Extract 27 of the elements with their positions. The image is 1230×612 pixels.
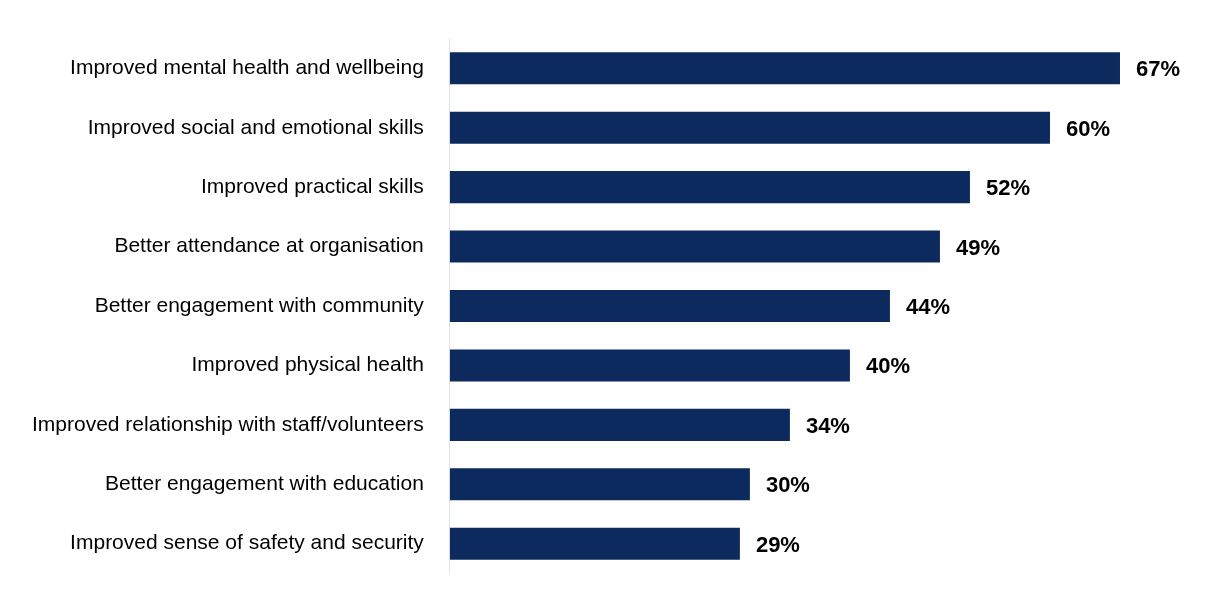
y-tick-label: Improved relationship with staff/volunteers [32,411,424,435]
data-label: 52% [985,175,1030,201]
bar [449,468,750,501]
data-label: 29% [755,531,800,557]
bar [449,111,1050,144]
y-tick-label: Better engagement with education [105,471,424,495]
data-label: 67% [1135,56,1181,82]
bar [449,230,940,263]
data-label: 40% [865,353,910,379]
bar [449,349,850,382]
bar [449,52,1120,85]
y-tick-label: Improved practical skills [200,173,424,197]
data-label: 34% [805,412,850,438]
y-tick-label: Improved mental health and wellbeing [70,55,424,79]
bar [449,171,970,204]
y-tick-label: Improved social and emotional skills [87,114,424,138]
data-label: 44% [905,294,950,320]
y-tick-label: Improved physical health [191,352,424,376]
bar [449,289,890,323]
data-label: 30% [765,472,810,498]
data-label: 49% [955,234,1000,260]
y-tick-label: Improved sense of safety and security [70,530,425,554]
bar [449,527,740,560]
y-tick-label: Better engagement with community [94,292,425,316]
bar [449,408,790,441]
y-tick-label: Better attendance at organisation [114,233,424,257]
data-label: 60% [1065,115,1111,141]
